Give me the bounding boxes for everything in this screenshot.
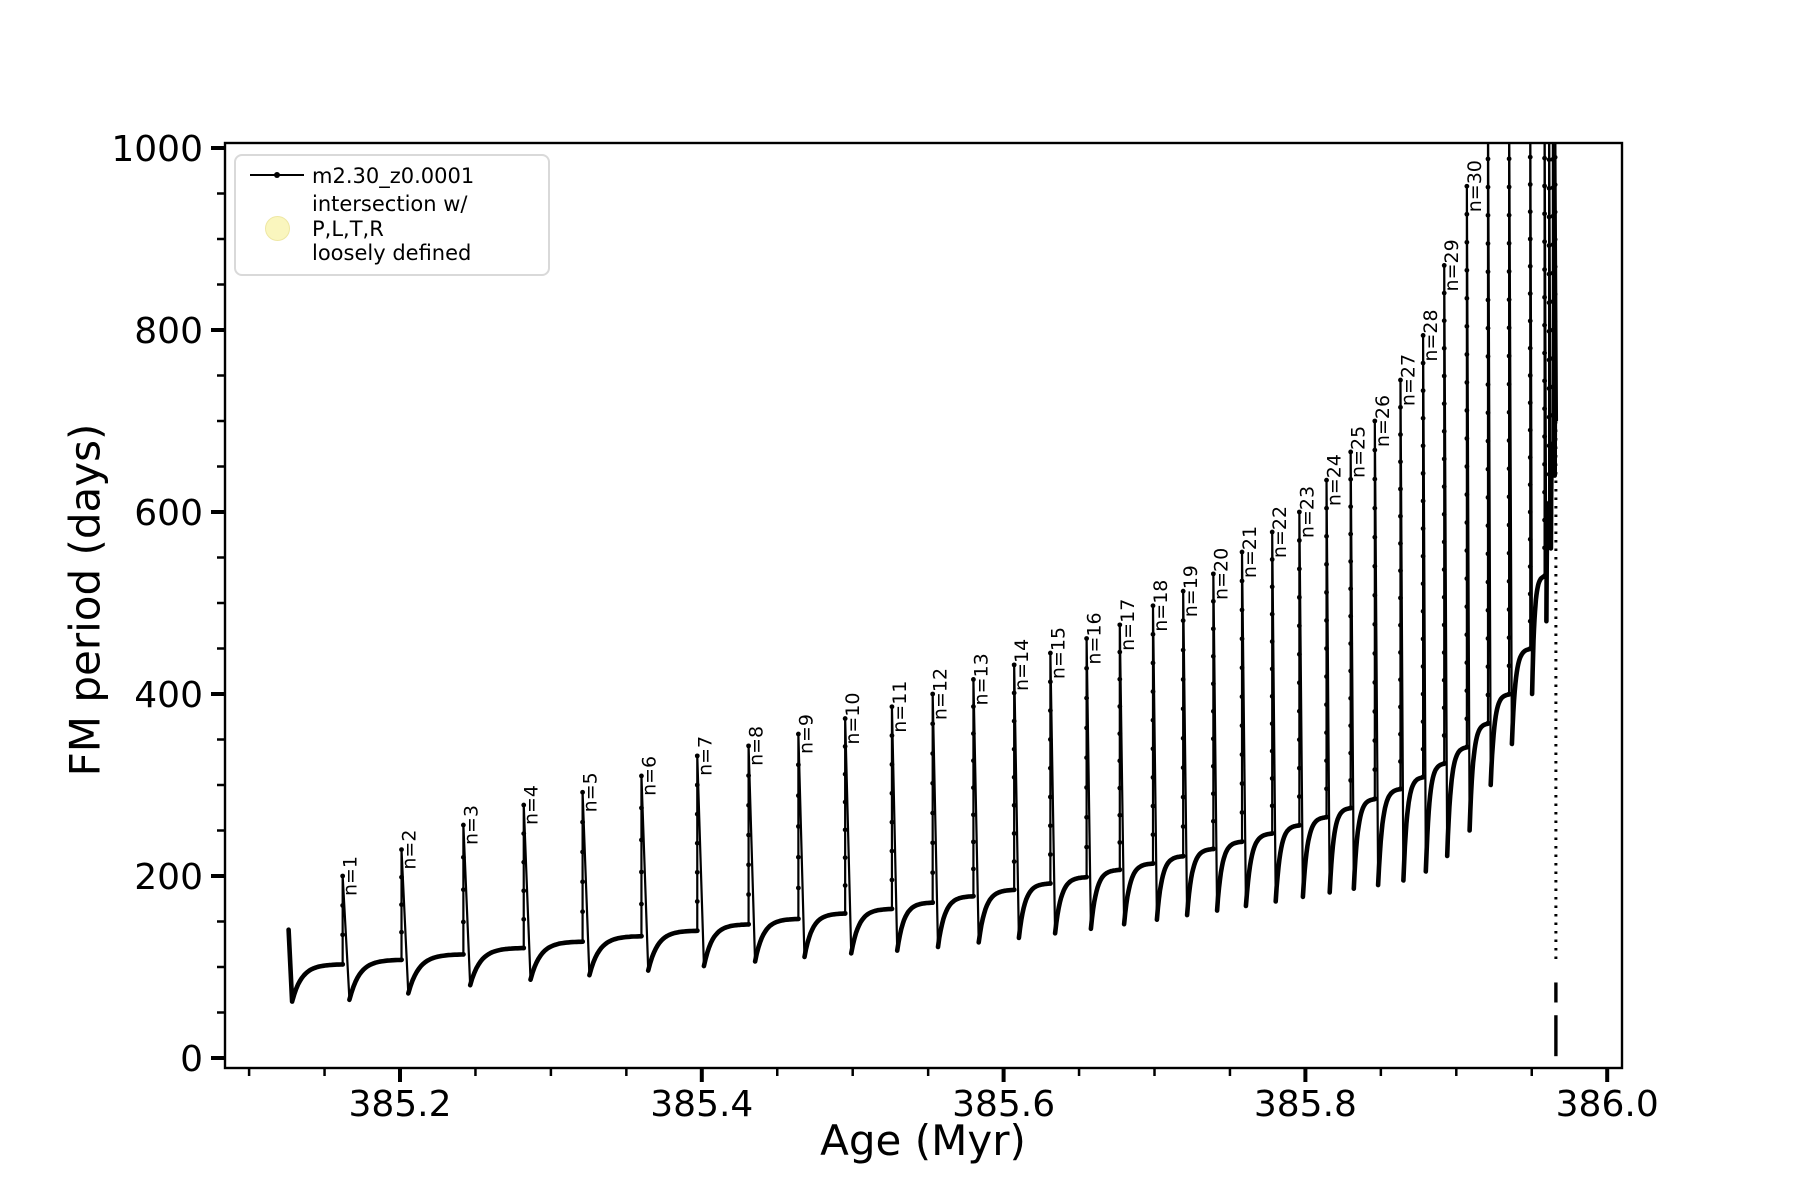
pulse-spike	[972, 679, 980, 943]
legend-intersection-line2: loosely defined	[312, 241, 472, 266]
y-axis: 0 200 400 600 800 1000	[111, 129, 225, 1080]
spike-label: n=18	[1150, 580, 1172, 632]
plot-border	[223, 141, 1624, 1070]
spike-label: n=15	[1047, 627, 1069, 679]
x-tick-label: 385.4	[650, 1084, 753, 1125]
legend-series-label: m2.30_z0.0001	[312, 164, 475, 188]
spike-labels: n=1 n=2 n=3 n=4 n=5 n=6 n=7 n=8 n=9 n=10 n=11 n=12 n…	[340, 160, 1486, 896]
pulse-spike	[1013, 664, 1020, 938]
x-axis-title: Age (Myr)	[820, 1116, 1026, 1165]
spike-label: n=7	[694, 736, 716, 776]
y-axis-title: FM period (days)	[60, 423, 110, 777]
spike-label: n=13	[970, 653, 992, 705]
pulse-spike	[1443, 265, 1449, 856]
pulse-spike	[1212, 573, 1219, 911]
legend-intersection-line1: intersection w/ P,L,T,R	[312, 191, 468, 241]
intersection-marker-icon	[246, 216, 308, 242]
pulse-spike	[400, 849, 410, 994]
spike-label: n=29	[1441, 239, 1463, 291]
legend: m2.30_z0.0001 intersection w/ P,L,T,R lo…	[234, 154, 550, 277]
spike-label: n=6	[638, 756, 660, 796]
spike-label: n=25	[1348, 426, 1370, 478]
spike-label: n=20	[1210, 548, 1232, 600]
x-tick-label: 385.8	[1254, 1084, 1357, 1125]
pulse-spike	[1465, 186, 1471, 831]
spike-label: n=16	[1084, 612, 1106, 664]
spike-label: n=26	[1372, 395, 1394, 447]
y-tick-label: 1000	[111, 129, 203, 170]
spike-label: n=12	[930, 668, 952, 720]
pulse-spike	[1049, 653, 1057, 934]
spike-label: n=5	[580, 772, 602, 812]
x-tick-label: 385.6	[952, 1084, 1055, 1125]
series-baseline-path	[289, 404, 1557, 1002]
y-tick-label: 400	[134, 675, 203, 716]
spike-label: n=2	[399, 830, 421, 870]
pulse-spike	[1182, 591, 1189, 916]
x-tick-label: 386.0	[1556, 1084, 1659, 1125]
x-tick-label: 385.2	[348, 1084, 451, 1125]
spike-label: n=23	[1296, 486, 1318, 538]
pulse-spike	[1554, 143, 1559, 422]
pulse-spike	[1118, 624, 1126, 925]
spike-label: n=10	[842, 693, 864, 745]
data-series	[289, 143, 1559, 1057]
spike-label: n=27	[1398, 354, 1420, 406]
spike-label: n=19	[1180, 565, 1202, 617]
spike-label: n=9	[795, 714, 817, 754]
pulse-spike	[747, 745, 757, 962]
pulse-spike	[462, 824, 472, 986]
spike-label: n=17	[1117, 599, 1139, 651]
spike-label: n=3	[460, 805, 482, 845]
legend-item-series: m2.30_z0.0001	[246, 162, 536, 189]
spike-label: n=4	[521, 785, 543, 825]
pulse-spike	[1486, 143, 1492, 786]
legend-intersection-label: intersection w/ P,L,T,R loosely defined	[308, 192, 536, 266]
spike-label: n=21	[1239, 526, 1261, 578]
pulse-spikes	[340, 143, 1559, 1000]
pulse-spike	[696, 755, 706, 967]
spike-label: n=8	[746, 726, 768, 766]
pulse-spike	[1508, 143, 1513, 745]
spike-label: n=30	[1464, 160, 1486, 212]
spike-label: n=11	[889, 681, 911, 733]
y-tick-label: 0	[180, 1039, 203, 1080]
pulse-spike	[1543, 143, 1548, 622]
spike-label: n=22	[1269, 506, 1291, 558]
pulse-spike	[1529, 143, 1534, 695]
y-tick-label: 200	[134, 857, 203, 898]
legend-item-intersection: intersection w/ P,L,T,R loosely defined	[246, 192, 536, 266]
pulse-spike	[1399, 380, 1405, 881]
line-marker-icon	[246, 172, 308, 179]
spike-label: n=14	[1011, 639, 1033, 691]
pulse-spike	[1325, 480, 1331, 893]
pulse-spike	[1240, 552, 1248, 907]
spike-label: n=1	[340, 856, 362, 896]
pulse-spike	[797, 734, 806, 958]
pulse-spike	[844, 718, 853, 954]
y-tick-label: 800	[134, 311, 203, 352]
pulse-spike	[1548, 143, 1553, 549]
pulse-spike	[1151, 605, 1159, 920]
spike-label: n=24	[1324, 454, 1346, 506]
y-tick-label: 600	[134, 493, 203, 534]
pulse-spike	[1085, 638, 1093, 929]
spike-label: n=28	[1420, 309, 1442, 361]
pulse-spike	[931, 693, 940, 948]
x-axis: 385.2 385.4 385.6 385.8 386.0	[247, 1068, 1659, 1125]
pulse-spike	[890, 706, 899, 951]
